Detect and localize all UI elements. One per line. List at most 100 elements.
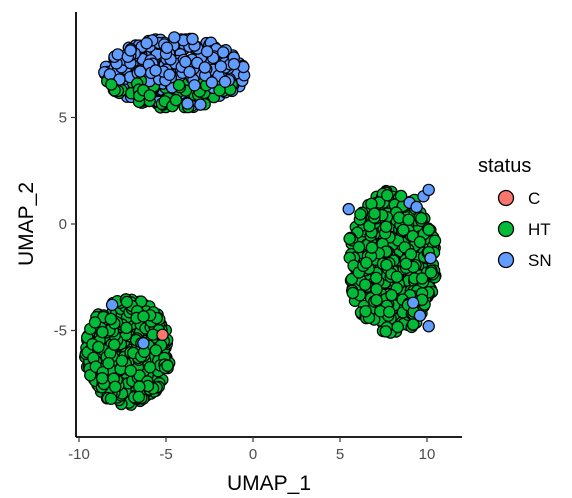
data-point-sn — [422, 320, 435, 333]
data-point-ht — [404, 247, 418, 261]
data-point-ht — [343, 232, 356, 245]
legend-label-ht: HT — [528, 220, 551, 239]
x-tick-label: 5 — [336, 446, 344, 463]
data-point-ht — [105, 78, 118, 91]
data-point-ht — [143, 361, 157, 374]
data-point-ht — [95, 372, 109, 385]
data-point-ht — [104, 392, 118, 405]
data-point-ht — [354, 208, 367, 221]
data-point-ht — [149, 344, 163, 357]
data-point-ht — [213, 84, 226, 97]
data-point-ht — [161, 359, 174, 372]
data-point-ht — [415, 272, 429, 285]
x-tick-label: -10 — [68, 446, 90, 463]
data-point-ht — [370, 283, 383, 296]
data-point-sn — [406, 296, 420, 309]
data-point-ht — [102, 357, 115, 370]
legend-label-c: C — [528, 189, 540, 208]
data-point-ht — [359, 305, 372, 318]
data-point-ht — [391, 320, 404, 334]
data-point-sn — [216, 46, 230, 59]
data-point-ht — [380, 258, 393, 272]
data-point-ht — [133, 380, 146, 393]
data-point-sn — [205, 76, 219, 89]
data-point-ht — [415, 212, 428, 225]
data-point-ht — [390, 270, 404, 283]
data-point-sn — [200, 45, 214, 58]
data-point-ht — [346, 286, 359, 300]
legend-label-sn: SN — [528, 251, 552, 270]
data-point-ht — [394, 189, 408, 203]
data-point-ht — [120, 321, 133, 335]
data-point-sn — [105, 298, 119, 312]
x-tick-label: 10 — [419, 446, 436, 463]
data-point-ht — [104, 312, 118, 326]
data-point-ht — [428, 234, 442, 247]
legend-key-c — [497, 189, 515, 207]
data-point-ht — [169, 93, 183, 107]
data-point-ht — [124, 364, 137, 377]
data-point-sn — [181, 97, 194, 110]
data-point-sn — [149, 64, 162, 77]
data-point-ht — [360, 256, 373, 269]
data-point-ht — [370, 271, 383, 285]
data-point-ht — [84, 369, 97, 382]
data-point-ht — [385, 288, 398, 302]
data-point-sn — [140, 37, 153, 50]
data-point-sn — [198, 61, 212, 74]
data-point-ht — [92, 340, 105, 354]
data-point-sn — [410, 200, 423, 214]
data-point-sn — [218, 75, 232, 89]
data-point-ht — [137, 310, 150, 323]
data-point-sn — [186, 32, 199, 46]
data-point-sn — [227, 57, 241, 71]
y-tick-label: 5 — [59, 110, 67, 127]
data-point-ht — [115, 354, 129, 367]
points-layer — [79, 31, 442, 411]
data-point-sn — [111, 48, 125, 61]
data-point-sn — [413, 309, 427, 322]
y-tick-label: -5 — [54, 323, 67, 340]
y-tick-label: 0 — [59, 216, 67, 233]
data-point-sn — [422, 183, 435, 197]
data-point-ht — [108, 380, 122, 393]
data-point-ht — [132, 390, 145, 404]
data-point-ht — [407, 318, 420, 331]
data-point-sn — [168, 31, 181, 44]
data-point-ht — [365, 241, 379, 254]
x-tick-label: -5 — [159, 446, 172, 463]
data-point-sn — [342, 202, 355, 216]
data-point-sn — [424, 251, 437, 265]
x-axis-title: UMAP_1 — [227, 472, 311, 495]
data-point-ht — [379, 325, 392, 338]
data-point-sn — [188, 79, 201, 92]
data-point-ht — [172, 78, 186, 92]
legend-key-ht — [497, 220, 515, 238]
data-point-ht — [379, 220, 393, 233]
data-point-ht — [368, 207, 381, 220]
data-point-sn — [137, 337, 150, 350]
legend: status C HT SN — [478, 155, 552, 270]
data-point-sn — [133, 65, 147, 78]
data-point-ht — [370, 293, 383, 307]
data-point-sn — [214, 60, 228, 73]
x-tick-label: 0 — [249, 446, 257, 463]
data-point-ht — [143, 89, 156, 102]
data-point-ht — [424, 266, 438, 279]
legend-key-sn — [497, 251, 515, 269]
data-point-sn — [124, 44, 137, 57]
data-point-ht — [352, 240, 366, 254]
data-point-ht — [381, 189, 394, 202]
data-point-ht — [422, 223, 435, 236]
data-point-ht — [359, 278, 372, 291]
data-point-ht — [399, 257, 413, 270]
data-point-sn — [160, 41, 174, 54]
data-point-sn — [163, 68, 176, 82]
data-point-ht — [383, 305, 396, 319]
data-point-c — [156, 328, 169, 341]
legend-title: status — [478, 155, 531, 177]
data-point-sn — [183, 65, 196, 79]
data-point-sn — [194, 98, 207, 111]
data-point-ht — [88, 316, 102, 329]
